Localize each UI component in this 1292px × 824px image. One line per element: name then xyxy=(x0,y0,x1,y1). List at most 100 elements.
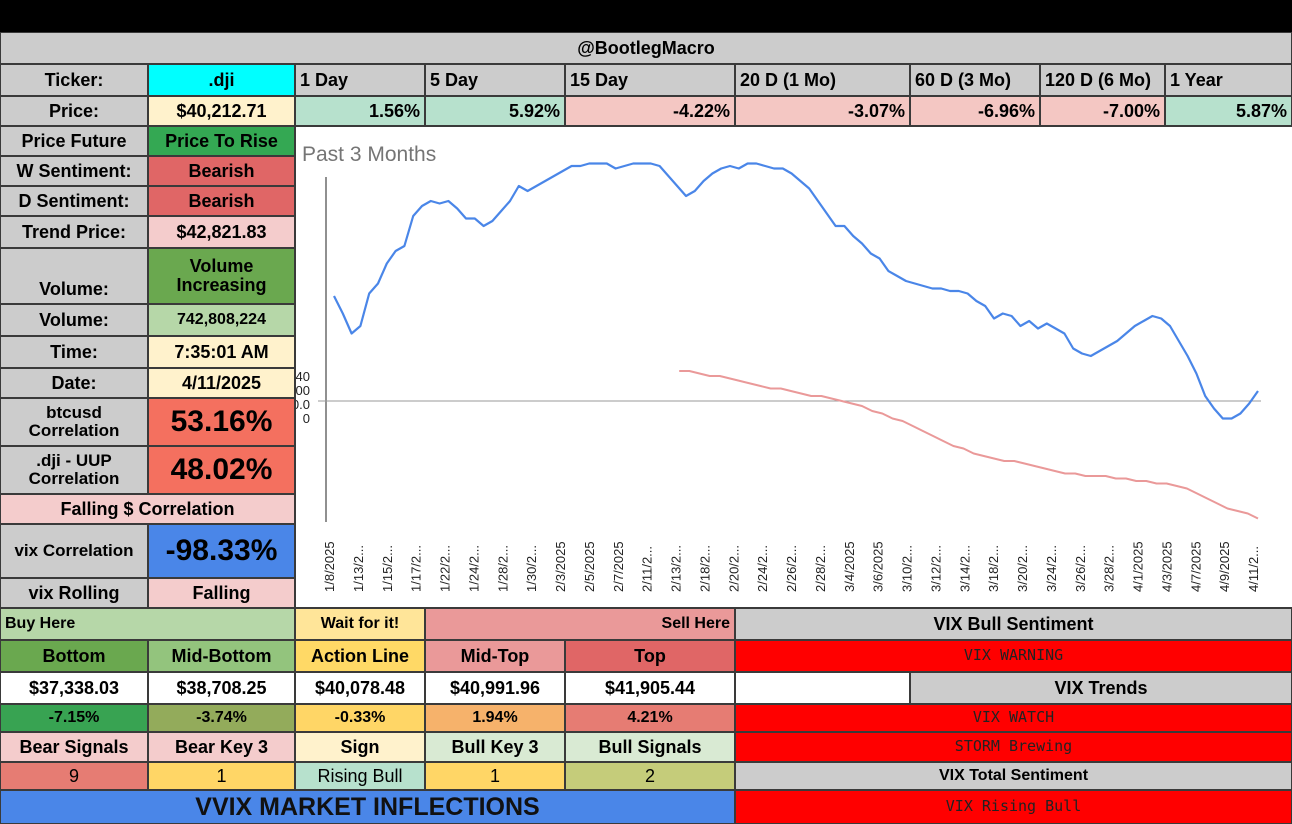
y-tick-label: 00 xyxy=(296,383,310,398)
bull-key3-header: Bull Key 3 xyxy=(425,732,565,762)
wait-for-it: Wait for it! xyxy=(295,608,425,640)
volume-value: 742,808,224 xyxy=(148,304,295,336)
y-ticks: 40000.00 xyxy=(296,369,310,426)
period-change: 5.87% xyxy=(1165,96,1292,126)
date-value: 4/11/2025 xyxy=(148,368,295,398)
x-tick-label: 2/20/2... xyxy=(726,545,741,592)
uup-correlation-value: 48.02% xyxy=(148,446,295,494)
zone-mid-bottom-name: Mid-Bottom xyxy=(148,640,295,672)
x-tick-label: 4/11/2... xyxy=(1246,546,1261,592)
vix-correlation-label: vix Correlation xyxy=(0,524,148,578)
x-tick-label: 1/17/2... xyxy=(409,545,424,592)
zone-mid-bottom-price: $38,708.25 xyxy=(148,672,295,704)
period-label: 60 D (3 Mo) xyxy=(910,64,1040,96)
vix-rolling-label: vix Rolling xyxy=(0,578,148,608)
ticker-value[interactable]: .dji xyxy=(148,64,295,96)
vix-trends: VIX Trends xyxy=(910,672,1292,704)
x-tick-label: 3/6/2025 xyxy=(871,541,886,592)
period-label: 5 Day xyxy=(425,64,565,96)
vix-rising-bull: VIX Rising Bull xyxy=(735,790,1292,824)
header-title: @BootlegMacro xyxy=(0,32,1292,64)
chart-svg: Past 3 Months 40000.00 1/8/2025 1/13/2...… xyxy=(296,143,1261,592)
chart-lines xyxy=(333,162,1259,520)
x-tick-label: 3/28/2... xyxy=(1102,545,1117,592)
x-tick-label: 3/14/2... xyxy=(957,545,972,592)
period-change: -7.00% xyxy=(1040,96,1165,126)
period-change: -6.96% xyxy=(910,96,1040,126)
vix-bull-sentiment: VIX Bull Sentiment xyxy=(735,608,1292,640)
trend-price-value: $42,821.83 xyxy=(148,216,295,248)
zone-top-price: $41,905.44 xyxy=(565,672,735,704)
chart-title: Past 3 Months xyxy=(302,143,436,166)
x-tick-label: 3/24/2... xyxy=(1044,545,1059,592)
x-tick-label: 1/15/2... xyxy=(380,545,395,592)
zone-action-line-name: Action Line xyxy=(295,640,425,672)
x-tick-label: 1/30/2... xyxy=(524,545,539,592)
vix-trends-blank xyxy=(735,672,910,704)
vix-total-sentiment: VIX Total Sentiment xyxy=(735,762,1292,790)
sell-here: Sell Here xyxy=(425,608,735,640)
bull-key3-value: 1 xyxy=(425,762,565,790)
period-change: 1.56% xyxy=(295,96,425,126)
d-sentiment-label: D Sentiment: xyxy=(0,186,148,216)
x-tick-label: 2/26/2... xyxy=(784,545,799,592)
x-tick-label: 2/18/2... xyxy=(697,545,712,592)
zone-top-name: Top xyxy=(565,640,735,672)
zone-mid-top-name: Mid-Top xyxy=(425,640,565,672)
zone-bottom-name: Bottom xyxy=(0,640,148,672)
x-tick-label: 2/7/2025 xyxy=(611,541,626,592)
price-label: Price: xyxy=(0,96,148,126)
zone-bottom-pct: -7.15% xyxy=(0,704,148,732)
vix-warning: VIX WARNING xyxy=(735,640,1292,672)
vvix-banner: VVIX MARKET INFLECTIONS xyxy=(0,790,735,824)
vix-rolling-value: Falling xyxy=(148,578,295,608)
period-change: 5.92% xyxy=(425,96,565,126)
x-tick-label: 1/13/2... xyxy=(351,545,366,592)
y-tick-label: 0.0 xyxy=(296,397,310,412)
y-tick-label: 0 xyxy=(303,411,310,426)
sign-header: Sign xyxy=(295,732,425,762)
zone-action-line-pct: -0.33% xyxy=(295,704,425,732)
date-label: Date: xyxy=(0,368,148,398)
bear-signals-value: 9 xyxy=(0,762,148,790)
period-label: 120 D (6 Mo) xyxy=(1040,64,1165,96)
series-line-1 xyxy=(679,370,1259,520)
zone-mid-bottom-pct: -3.74% xyxy=(148,704,295,732)
bear-key3-header: Bear Key 3 xyxy=(148,732,295,762)
vix-watch: VIX WATCH xyxy=(735,704,1292,732)
x-tick-label: 3/20/2... xyxy=(1015,545,1030,592)
x-tick-label: 2/5/2025 xyxy=(582,541,597,592)
w-sentiment-value: Bearish xyxy=(148,156,295,186)
x-tick-label: 2/3/2025 xyxy=(553,541,568,592)
x-tick-label: 4/9/2025 xyxy=(1217,541,1232,592)
bear-key3-value: 1 xyxy=(148,762,295,790)
x-tick-label: 3/10/2... xyxy=(900,545,915,592)
period-label: 20 D (1 Mo) xyxy=(735,64,910,96)
x-tick-label: 2/24/2... xyxy=(755,545,770,592)
falling-correlation: Falling $ Correlation xyxy=(0,494,295,524)
w-sentiment-label: W Sentiment: xyxy=(0,156,148,186)
price-future-label: Price Future xyxy=(0,126,148,156)
d-sentiment-value: Bearish xyxy=(148,186,295,216)
zone-mid-top-pct: 1.94% xyxy=(425,704,565,732)
x-tick-label: 2/11/2... xyxy=(640,546,655,592)
volume-trend-value: Volume Increasing xyxy=(148,248,295,304)
x-tick-label: 2/13/2... xyxy=(669,545,684,592)
bull-signals-header: Bull Signals xyxy=(565,732,735,762)
bull-signals-value: 2 xyxy=(565,762,735,790)
volume-label: Volume: xyxy=(0,304,148,336)
vix-correlation-value: -98.33% xyxy=(148,524,295,578)
x-tick-label: 3/12/2... xyxy=(928,545,943,592)
bear-signals-header: Bear Signals xyxy=(0,732,148,762)
price-value: $40,212.71 xyxy=(148,96,295,126)
ticker-label: Ticker: xyxy=(0,64,148,96)
zone-action-line-price: $40,078.48 xyxy=(295,672,425,704)
price-chart: Past 3 Months 40000.00 1/8/2025 1/13/2...… xyxy=(295,126,1292,608)
series-line-0 xyxy=(333,162,1259,420)
x-tick-label: 1/22/2... xyxy=(438,545,453,592)
zone-top-pct: 4.21% xyxy=(565,704,735,732)
period-change: -4.22% xyxy=(565,96,735,126)
uup-correlation-label: .dji - UUP Correlation xyxy=(0,446,148,494)
x-tick-label: 3/26/2... xyxy=(1073,545,1088,592)
trend-price-label: Trend Price: xyxy=(0,216,148,248)
